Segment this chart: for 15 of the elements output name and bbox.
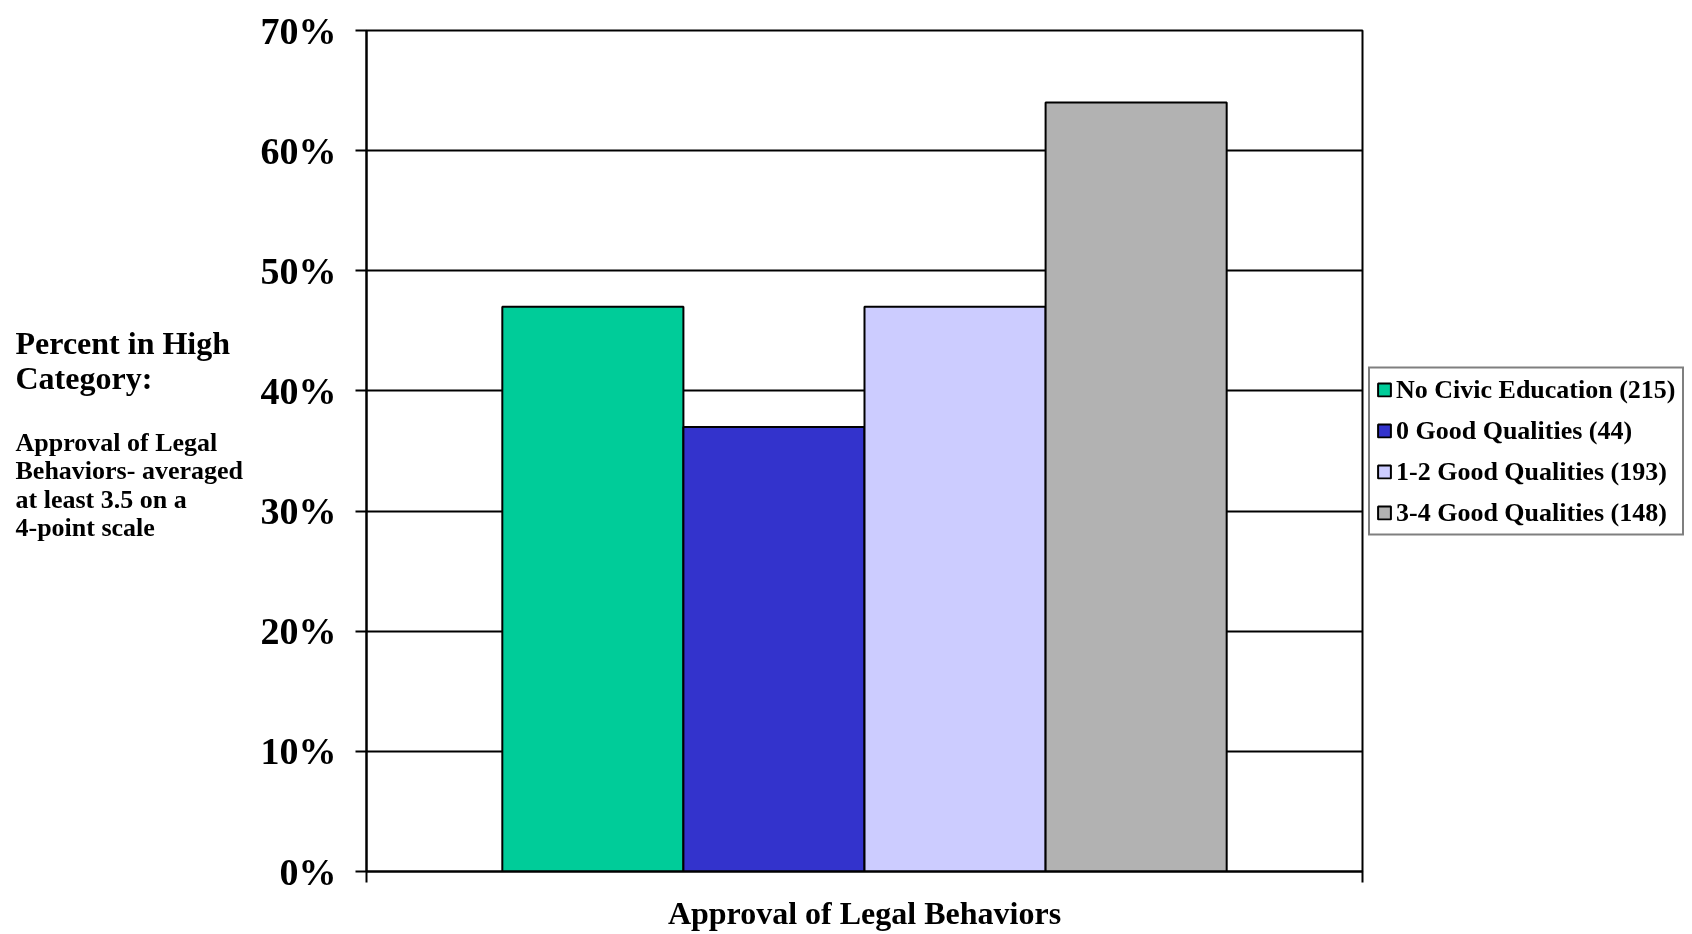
legend-label: 0 Good Qualities (44) [1396,415,1633,445]
y-tick-label: 30% [260,490,337,533]
y-tick-label: 0% [279,850,337,893]
legend-label: No Civic Education (215) [1396,374,1676,404]
y-tick-label: 20% [260,610,337,653]
y-tick-label: 40% [260,369,337,412]
text: Approval of Legal Behaviors- averaged at least 3.5 on a 4-point scale [15,427,244,543]
legend-label: 3-4 Good Qualities (148) [1396,497,1667,527]
y-tick-label: 50% [260,249,337,292]
y-axis-title: Percent in High Category: [15,324,231,397]
legend-label: 1-2 Good Qualities (193) [1396,456,1667,486]
y-tick-label: 60% [260,129,337,172]
y-tick-label: 10% [260,730,337,773]
x-axis-title: Approval of Legal Behaviors [667,894,1062,931]
y-tick-label: 70% [260,9,337,52]
